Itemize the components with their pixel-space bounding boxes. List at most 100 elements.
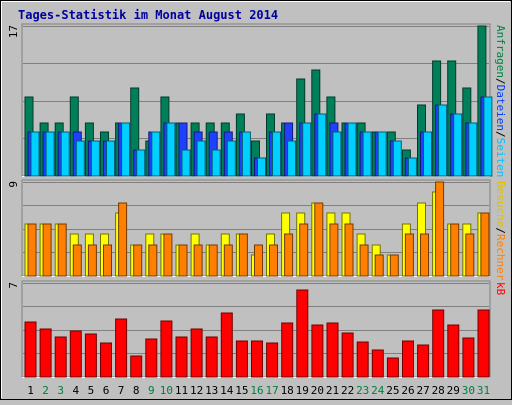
bar-rechner-day-28: [435, 181, 445, 277]
x-tick-label-day-1: 1: [27, 384, 34, 397]
bar-rechner-day-18: [284, 233, 294, 277]
bar-rechner-day-23: [359, 244, 369, 277]
panel-bottom-legend: kB: [494, 282, 507, 296]
series-seiten: [30, 96, 493, 177]
x-tick-label-day-14: 14: [220, 384, 234, 397]
bar-seiten-day-25: [392, 140, 402, 177]
legend-entry-separator: /: [494, 131, 507, 138]
bar-kb-day-9: [145, 338, 158, 378]
chart-title: Tages-Statistik im Monat August 2014: [18, 8, 278, 22]
bar-rechner-day-17: [269, 244, 278, 277]
bar-kb-day-16: [251, 340, 263, 378]
legend-entry-separator: /: [494, 227, 507, 234]
bar-seiten-day-31: [483, 96, 493, 177]
x-axis-day-labels: 1 2 3 4 5 6 7 8 9 10 11 12 13 14 15 16 17 18 19 20 21 22 23 24 2…: [27, 384, 490, 397]
x-tick-label-day-15: 15: [235, 384, 248, 397]
x-tick-label-day-27: 27: [416, 384, 429, 397]
x-tick-label-day-18: 18: [281, 384, 294, 397]
bar-kb-day-12: [190, 328, 203, 378]
x-tick-label-day-26: 26: [401, 384, 414, 397]
bar-rechner-day-19: [299, 223, 309, 277]
panel-top-axis-max-label: 17: [7, 25, 20, 38]
bar-seiten-day-2: [45, 131, 55, 177]
x-tick-label-day-21: 21: [326, 384, 339, 397]
bar-seiten-day-15: [241, 131, 251, 177]
x-tick-label-day-5: 5: [88, 384, 95, 397]
bar-kb-day-21: [326, 322, 339, 378]
bar-seiten-day-4: [75, 140, 85, 177]
bar-seiten-day-26: [407, 157, 417, 177]
bar-seiten-day-29: [453, 113, 463, 177]
panel-top: 17 Anfragen/Dateien/Seiten: [7, 23, 507, 177]
bar-seiten-day-1: [30, 131, 40, 177]
bar-kb-day-30: [462, 337, 475, 378]
legend-entry-rechner: Rechner: [494, 234, 507, 281]
bar-rechner-day-29: [450, 223, 460, 277]
bar-rechner-day-24: [374, 254, 384, 277]
x-tick-label-day-16: 16: [250, 384, 263, 397]
x-tick-label-day-12: 12: [190, 384, 203, 397]
bar-rechner-day-10: [163, 233, 173, 277]
bar-rechner-day-21: [329, 223, 339, 277]
bar-rechner-day-4: [72, 244, 82, 277]
bar-kb-day-27: [417, 344, 430, 378]
bar-kb-day-18: [281, 322, 294, 378]
bar-kb-day-6: [100, 342, 112, 378]
panel-middle: 9 Besuche/Rechner: [7, 179, 507, 281]
x-tick-label-day-28: 28: [432, 384, 445, 397]
bar-kb-day-24: [371, 349, 384, 378]
bar-kb-day-19: [296, 289, 309, 378]
bar-kb-day-5: [84, 333, 97, 378]
legend-entry-separator: /: [494, 78, 507, 85]
legend-entry-kb: kB: [494, 282, 507, 296]
bar-rechner-day-3: [57, 223, 67, 277]
legend-entry-anfragen: Anfragen: [494, 25, 507, 78]
bar-kb-day-2: [39, 328, 52, 378]
bar-kb-day-31: [477, 309, 490, 378]
x-tick-label-day-7: 7: [118, 384, 125, 397]
x-tick-label-day-29: 29: [447, 384, 460, 397]
panel-top-legend: Anfragen/Dateien/Seiten: [494, 25, 507, 177]
bar-rechner-day-5: [87, 244, 97, 277]
bar-seiten-day-8: [136, 149, 146, 177]
bar-rechner-day-13: [208, 244, 218, 277]
panel-bottom-axis-max-label: 7: [7, 282, 20, 289]
bar-seiten-day-12: [196, 140, 206, 177]
x-tick-label-day-3: 3: [57, 384, 64, 397]
bar-rechner-day-26: [404, 233, 414, 277]
bar-seiten-day-5: [90, 140, 100, 177]
bar-kb-day-10: [160, 320, 173, 378]
bar-rechner-day-30: [465, 233, 475, 277]
bar-rechner-day-6: [103, 244, 112, 277]
bar-seiten-day-14: [226, 140, 236, 177]
x-tick-label-day-4: 4: [72, 384, 79, 397]
bar-seiten-day-22: [347, 122, 357, 177]
bar-seiten-day-6: [106, 140, 115, 177]
bar-seiten-day-28: [438, 104, 448, 177]
x-tick-label-day-24: 24: [371, 384, 385, 397]
bar-seiten-day-18: [287, 140, 297, 177]
x-tick-label-day-9: 9: [148, 384, 155, 397]
x-tick-label-day-17: 17: [265, 384, 278, 397]
bar-kb-day-17: [266, 342, 279, 378]
bar-kb-day-13: [205, 336, 218, 378]
bar-kb-day-3: [54, 336, 67, 378]
bar-seiten-day-19: [302, 122, 312, 177]
bar-kb-day-14: [220, 312, 233, 378]
bar-kb-day-26: [402, 340, 414, 378]
bar-rechner-day-20: [314, 202, 324, 277]
bar-seiten-day-21: [332, 131, 342, 177]
bar-kb-day-11: [175, 336, 188, 378]
bar-seiten-day-7: [121, 122, 131, 177]
bar-kb-day-25: [386, 357, 399, 378]
bar-seiten-day-16: [257, 157, 266, 177]
chart-panels: 17 Anfragen/Dateien/Seiten 9 Besuche/Rechne…: [7, 23, 507, 378]
bar-rechner-day-15: [238, 233, 248, 277]
panel-bottom: 7 kB: [7, 280, 507, 378]
bar-seiten-day-23: [362, 131, 372, 177]
legend-entry-seiten: Seiten: [494, 138, 507, 178]
bar-kb-day-29: [447, 324, 460, 378]
bar-rechner-day-7: [118, 202, 128, 277]
